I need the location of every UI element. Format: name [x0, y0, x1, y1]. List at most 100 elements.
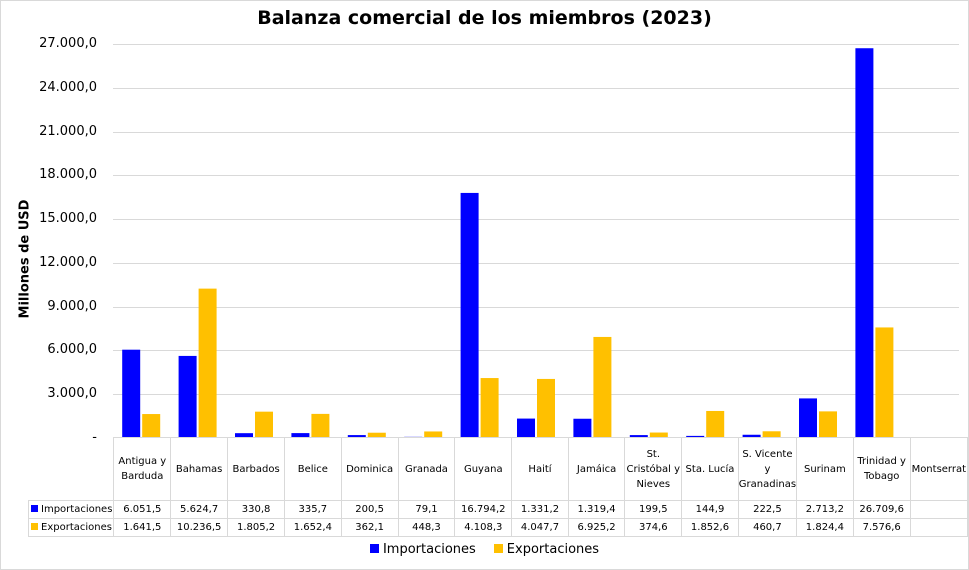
- bar-exportaciones: [198, 288, 217, 438]
- table-cell: 16.794,2: [454, 500, 513, 519]
- series-row-label: Importaciones: [27, 500, 115, 519]
- table-cell: 1.805,2: [227, 518, 286, 537]
- legend-item: Importaciones: [369, 542, 476, 557]
- category-label: Bahamas: [170, 437, 229, 501]
- bar-exportaciones: [480, 378, 499, 438]
- table-cell: 7.576,6: [852, 518, 911, 537]
- legend: Importaciones Exportaciones: [1, 542, 968, 557]
- table-cell: 2.713,2: [796, 500, 854, 519]
- series-swatch: [31, 522, 38, 530]
- table-cell: 362,1: [340, 518, 399, 537]
- table-cell: 1.641,5: [113, 518, 172, 537]
- table-cell: 10.236,5: [170, 518, 229, 537]
- category-label: Antigua y Barduda: [113, 437, 172, 501]
- category-label: Guyana: [454, 437, 513, 501]
- table-cell: 1.331,2: [511, 500, 569, 519]
- y-tick-label: 6.000,0: [47, 342, 97, 358]
- table-cell: [909, 518, 969, 537]
- legend-label: Exportaciones: [506, 542, 600, 557]
- y-tick-label: 27.000,0: [39, 36, 97, 51]
- table-row: Exportaciones 1.641,5 10.236,5 1.805,2 1.652…: [27, 518, 969, 537]
- bar-importaciones: [855, 48, 874, 438]
- table-cell: 374,6: [624, 518, 683, 537]
- category-label: S. Vicente y Granadinas: [737, 437, 798, 501]
- y-tick-label: 24.000,0: [39, 79, 97, 95]
- y-tick-label: 18.000,0: [39, 167, 97, 183]
- category-label: Trinidad y Tobago: [852, 437, 911, 501]
- table-cell: 448,3: [397, 518, 456, 537]
- table-cell: 199,5: [624, 500, 683, 519]
- y-tick-label: 15.000,0: [39, 211, 97, 227]
- table-cell: 1.652,4: [284, 518, 342, 537]
- bar-exportaciones: [424, 431, 443, 438]
- bar-exportaciones: [255, 411, 273, 438]
- table-cell: 1.852,6: [681, 518, 739, 537]
- bar-exportaciones: [142, 414, 161, 438]
- table-cell: 330,8: [227, 500, 286, 519]
- bar-importaciones: [686, 435, 705, 438]
- table-cell: 144,9: [681, 500, 739, 519]
- bar-importaciones: [742, 434, 761, 438]
- table-corner: [28, 437, 115, 501]
- table-cell: 4.108,3: [454, 518, 513, 537]
- legend-label: Importaciones: [382, 542, 476, 557]
- bar-exportaciones: [762, 431, 781, 438]
- category-label: Montserrat: [909, 437, 969, 501]
- bar-exportaciones: [367, 432, 386, 438]
- table-cell: 1.319,4: [567, 500, 626, 519]
- y-tick-label: 9.000,0: [47, 298, 97, 314]
- table-row: Importaciones 6.051,5 5.624,7 330,8 335,7 200…: [27, 500, 969, 519]
- plot-area: [113, 44, 959, 438]
- y-tick-label: 21.000,0: [39, 123, 97, 139]
- chart-title: Balanza comercial de los miembros (2023): [257, 7, 712, 29]
- y-tick-label: 3.000,0: [47, 386, 97, 402]
- category-label: Belice: [284, 437, 342, 501]
- bar-exportaciones: [819, 411, 837, 438]
- legend-swatch: [493, 544, 503, 553]
- table-cell: 1.824,4: [796, 518, 854, 537]
- bar-importaciones: [178, 355, 197, 438]
- data-table: Antigua y Barduda Bahamas Barbados Belice Do…: [27, 437, 969, 537]
- legend-item: Exportaciones: [493, 542, 600, 557]
- bar-importaciones: [291, 433, 310, 438]
- bar-exportaciones: [537, 378, 555, 438]
- table-cell: 460,7: [737, 518, 798, 537]
- category-label: Dominica: [340, 437, 399, 501]
- data-table-body: Importaciones 6.051,5 5.624,7 330,8 335,7 200…: [27, 500, 969, 537]
- series-name: Exportaciones: [41, 521, 112, 533]
- table-cell: 26.709,6: [852, 500, 911, 519]
- bar-importaciones: [573, 418, 592, 438]
- legend-swatch: [369, 544, 379, 553]
- table-cell: 79,1: [397, 500, 456, 519]
- category-label: Sta. Lucía: [681, 437, 739, 501]
- bar-exportaciones: [706, 410, 725, 438]
- table-cell: [909, 500, 969, 519]
- bar-importaciones: [799, 398, 817, 438]
- category-label: Barbados: [227, 437, 286, 501]
- table-cell: 6.925,2: [567, 518, 626, 537]
- table-cell: 335,7: [284, 500, 342, 519]
- table-cell: 5.624,7: [170, 500, 229, 519]
- bar-exportaciones: [593, 336, 612, 438]
- series-swatch: [31, 504, 38, 512]
- category-label: St. Cristóbal y Nieves: [624, 437, 683, 501]
- table-cell: 222,5: [737, 500, 798, 519]
- bar-importaciones: [629, 435, 648, 438]
- category-label: Surinam: [796, 437, 854, 501]
- category-label: Haití: [511, 437, 569, 501]
- table-cell: 200,5: [340, 500, 399, 519]
- bar-exportaciones: [649, 432, 668, 438]
- bar-importaciones: [235, 433, 253, 438]
- table-cell: 4.047,7: [511, 518, 569, 537]
- category-label: Granada: [397, 437, 456, 501]
- table-cell: 6.051,5: [113, 500, 172, 519]
- series-row-label: Exportaciones: [27, 518, 115, 537]
- bar-exportaciones: [875, 327, 894, 438]
- series-name: Importaciones: [41, 503, 113, 515]
- y-tick-label: 12.000,0: [39, 254, 97, 270]
- bar-importaciones: [517, 418, 535, 438]
- category-header-row: Antigua y Barduda Bahamas Barbados Belice Do…: [28, 437, 969, 501]
- category-label: Jamáica: [567, 437, 626, 501]
- bar-importaciones: [347, 435, 366, 438]
